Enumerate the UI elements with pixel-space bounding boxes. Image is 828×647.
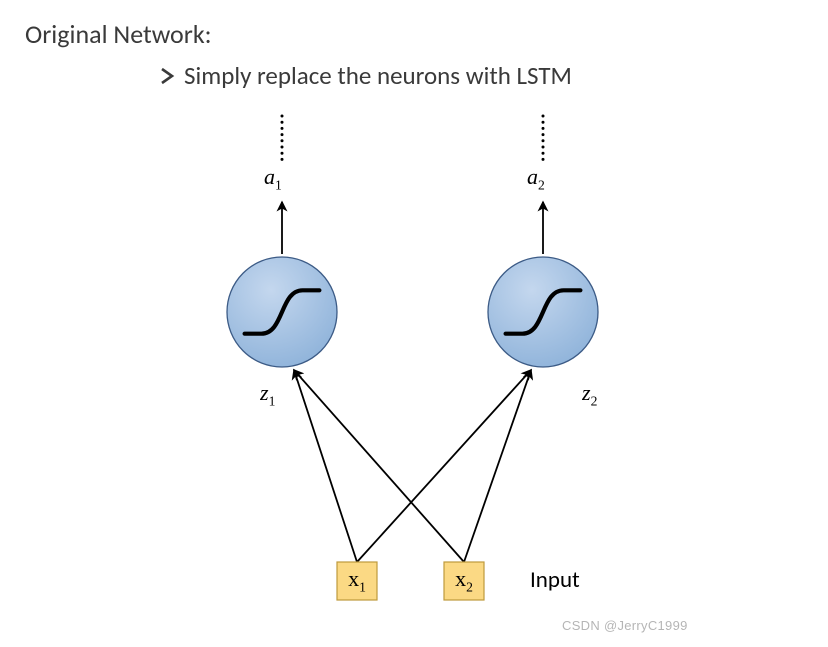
input-caption: Input bbox=[530, 566, 610, 596]
continuation-dots bbox=[542, 158, 545, 161]
continuation-dots bbox=[542, 121, 545, 124]
continuation-dots bbox=[542, 115, 545, 118]
network-diagram: x1 x2 z1 z2 a1 a2 Input bbox=[0, 0, 828, 647]
continuation-dots bbox=[542, 152, 545, 155]
continuation-dots bbox=[281, 146, 284, 149]
continuation-dots bbox=[542, 133, 545, 136]
continuation-dots bbox=[281, 152, 284, 155]
continuation-dots bbox=[281, 121, 284, 124]
continuation-dots bbox=[281, 139, 284, 142]
z-label: z2 bbox=[582, 380, 622, 410]
continuation-dots bbox=[542, 146, 545, 149]
continuation-dots bbox=[281, 158, 284, 161]
edge bbox=[464, 370, 531, 562]
edge bbox=[357, 370, 531, 562]
continuation-dots bbox=[542, 127, 545, 130]
continuation-dots bbox=[281, 127, 284, 130]
z-label: z1 bbox=[260, 380, 300, 410]
a-label: a1 bbox=[264, 164, 304, 194]
continuation-dots bbox=[281, 115, 284, 118]
input-label: x2 bbox=[444, 562, 484, 600]
input-label: x1 bbox=[337, 562, 377, 600]
a-label: a2 bbox=[527, 164, 567, 194]
continuation-dots bbox=[281, 133, 284, 136]
edge bbox=[294, 370, 464, 562]
continuation-dots bbox=[542, 139, 545, 142]
edge bbox=[294, 370, 357, 562]
watermark: CSDN @JerryC1999 bbox=[562, 618, 688, 633]
